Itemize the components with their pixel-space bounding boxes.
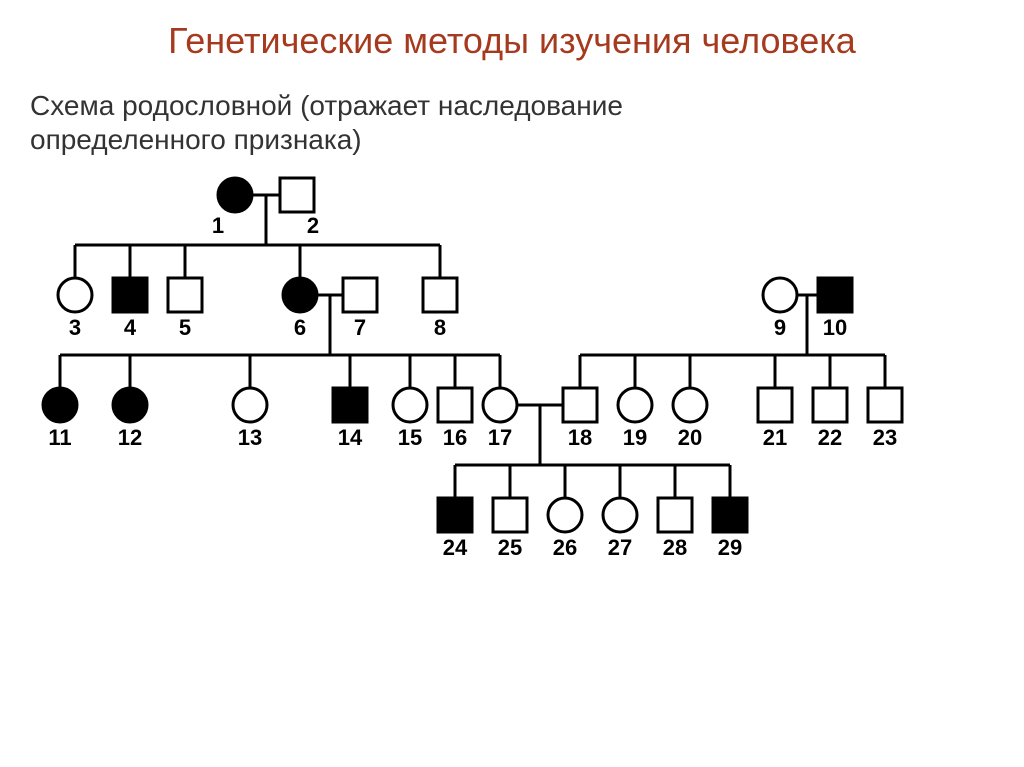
pedigree-node-11 [43,388,77,422]
pedigree-node-10 [818,278,852,312]
pedigree-label-6: 6 [294,315,306,340]
slide-title: Генетические методы изучения человека [0,20,1024,62]
pedigree-label-12: 12 [118,425,142,450]
pedigree-label-28: 28 [663,535,687,560]
pedigree-label-23: 23 [873,425,897,450]
pedigree-node-5 [168,278,202,312]
pedigree-label-27: 27 [608,535,632,560]
pedigree-node-23 [868,388,902,422]
pedigree-diagram: 1234567891011121314151617181920212223242… [0,165,1024,595]
pedigree-node-20 [673,388,707,422]
pedigree-node-16 [438,388,472,422]
pedigree-node-15 [393,388,427,422]
pedigree-label-7: 7 [354,315,366,340]
pedigree-label-5: 5 [179,315,191,340]
pedigree-label-17: 17 [488,425,512,450]
pedigree-label-25: 25 [498,535,522,560]
pedigree-node-18 [563,388,597,422]
pedigree-label-22: 22 [818,425,842,450]
pedigree-node-8 [423,278,457,312]
pedigree-node-29 [713,498,747,532]
pedigree-node-26 [548,498,582,532]
pedigree-node-9 [763,278,797,312]
pedigree-node-12 [113,388,147,422]
pedigree-node-13 [233,388,267,422]
pedigree-label-29: 29 [718,535,742,560]
pedigree-label-16: 16 [443,425,467,450]
pedigree-label-26: 26 [553,535,577,560]
pedigree-label-18: 18 [568,425,592,450]
pedigree-node-27 [603,498,637,532]
pedigree-label-2: 2 [307,213,319,238]
pedigree-node-22 [813,388,847,422]
pedigree-node-2 [280,178,314,212]
pedigree-node-6 [283,278,317,312]
pedigree-label-15: 15 [398,425,422,450]
subtitle-line-1: Схема родословной (отражает наследование [30,90,623,122]
pedigree-label-9: 9 [774,315,786,340]
pedigree-node-4 [113,278,147,312]
pedigree-node-3 [58,278,92,312]
pedigree-label-3: 3 [69,315,81,340]
pedigree-node-24 [438,498,472,532]
pedigree-label-24: 24 [443,535,468,560]
pedigree-label-11: 11 [48,425,71,450]
pedigree-label-21: 21 [763,425,787,450]
subtitle-line-2: определенного признака) [30,124,362,156]
slide: Генетические методы изучения человека Сх… [0,0,1024,767]
pedigree-label-8: 8 [434,315,446,340]
pedigree-node-14 [333,388,367,422]
pedigree-node-1 [218,178,252,212]
pedigree-label-13: 13 [238,425,262,450]
pedigree-label-4: 4 [124,315,137,340]
pedigree-label-1: 1 [212,213,224,238]
pedigree-label-19: 19 [623,425,647,450]
pedigree-label-14: 14 [338,425,363,450]
pedigree-node-19 [618,388,652,422]
pedigree-label-10: 10 [823,315,847,340]
pedigree-node-25 [493,498,527,532]
pedigree-label-20: 20 [678,425,702,450]
pedigree-node-17 [483,388,517,422]
pedigree-node-28 [658,498,692,532]
pedigree-node-21 [758,388,792,422]
pedigree-node-7 [343,278,377,312]
